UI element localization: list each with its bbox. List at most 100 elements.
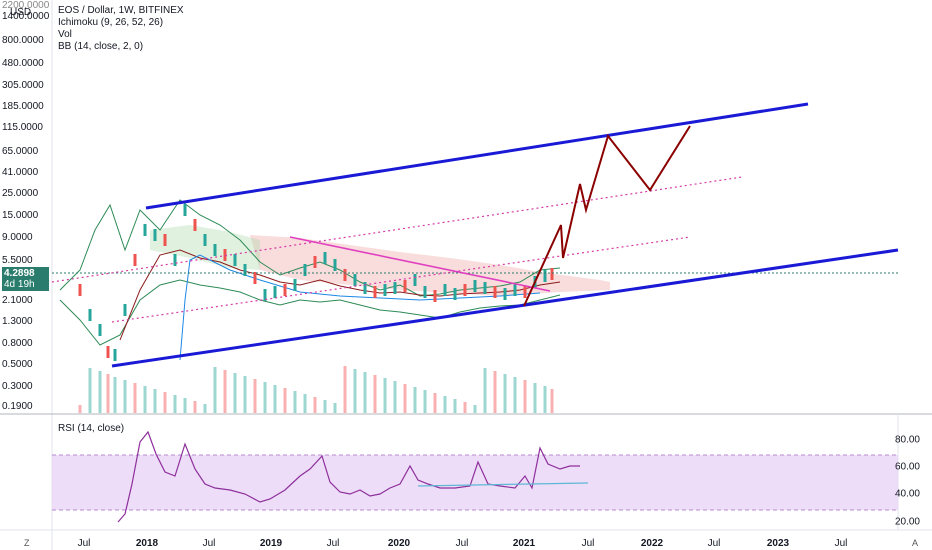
volume-bar: [463, 402, 467, 413]
ichimoku-baseline: [119, 249, 561, 341]
channel-upper-line[interactable]: [145, 102, 809, 210]
candle: [283, 284, 287, 296]
candle: [106, 346, 110, 358]
volume-bar: [88, 368, 92, 413]
price-axis-label: 0.1900: [2, 401, 33, 412]
time-axis-label: 2019: [259, 538, 283, 549]
candle: [273, 286, 277, 298]
time-axis-label: Jul: [455, 538, 469, 549]
price-axis-top-fragment: 2200.0000: [2, 0, 50, 11]
candle: [323, 252, 327, 264]
price-axis-label: 0.3000: [2, 381, 33, 392]
indicator-volume[interactable]: Vol: [58, 29, 72, 40]
bollinger-lower: [59, 279, 561, 346]
auto-scale-button[interactable]: A: [912, 538, 919, 548]
candle: [243, 264, 247, 276]
price-axis-label: 0.8000: [2, 338, 33, 349]
candle: [483, 282, 487, 294]
time-axis-label: 2021: [512, 538, 536, 549]
volume-bar: [203, 404, 207, 413]
time-axis-label: Jul: [707, 538, 721, 549]
price-axis-label: 1400.0000: [2, 11, 50, 22]
price-axis-label: 1.3000: [2, 316, 33, 327]
volume-bar: [313, 397, 317, 413]
volume-bar: [123, 380, 127, 413]
volume-bar: [343, 366, 347, 413]
volume-bar: [233, 373, 237, 413]
rsi-line: [117, 430, 580, 523]
channel-mid-line-lower[interactable]: [111, 236, 691, 323]
candle: [293, 279, 297, 291]
time-axis-label: 2022: [640, 538, 664, 549]
price-axis-label: 41.0000: [2, 167, 39, 178]
candle: [88, 309, 92, 321]
volume-bar: [513, 377, 517, 413]
price-axis-label: 480.0000: [2, 58, 44, 69]
volume-bar: [353, 369, 357, 413]
candle: [523, 286, 527, 298]
time-axis-label: 2023: [766, 538, 790, 549]
volume-bar: [283, 388, 287, 413]
candle: [233, 254, 237, 266]
current-price-value: 4.2898: [4, 268, 35, 279]
candle: [453, 288, 457, 300]
channel-mid-line-upper[interactable]: [51, 176, 743, 283]
volume-bar: [113, 377, 117, 413]
volume-bar: [363, 372, 367, 413]
candle: [123, 304, 127, 316]
price-axis-label: 15.0000: [2, 210, 39, 221]
candle: [133, 254, 137, 266]
rsi-pane[interactable]: [0, 414, 932, 530]
rsi-title[interactable]: RSI (14, close): [58, 423, 125, 434]
volume-bar: [543, 386, 547, 413]
candle: [153, 229, 157, 241]
bollinger-upper: [59, 199, 561, 297]
rsi-trendline[interactable]: [417, 482, 589, 487]
volume-bar: [423, 390, 427, 413]
zoom-button[interactable]: Z: [24, 538, 30, 548]
volume-bar: [173, 395, 177, 413]
volume-bar: [213, 367, 217, 413]
candle: [493, 286, 497, 298]
volume-bar: [373, 375, 377, 413]
candle: [193, 219, 197, 231]
volume-bar: [106, 374, 110, 413]
volume-bar: [453, 399, 457, 413]
volume-bar: [193, 401, 197, 413]
rsi-axis-label: 80.00: [894, 434, 920, 446]
price-axis-label: 2.1000: [2, 295, 33, 306]
candle: [313, 256, 317, 268]
candle: [373, 286, 377, 298]
volume-bar: [253, 379, 257, 413]
candle: [333, 259, 337, 271]
time-axis-label: Jul: [77, 538, 91, 549]
volume-bar: [183, 398, 187, 413]
time-axis-label: 2018: [135, 538, 159, 549]
candle: [423, 286, 427, 298]
price-axis-label: 0.5000: [2, 359, 33, 370]
volume-bar: [493, 371, 497, 413]
symbol-title[interactable]: EOS / Dollar, 1W, BITFINEX: [58, 5, 184, 16]
candle: [463, 284, 467, 296]
time-axis-label: Jul: [326, 538, 340, 549]
volume-bar: [383, 378, 387, 413]
volume-bar: [483, 368, 487, 413]
projection-path[interactable]: [523, 125, 691, 307]
rsi-axis-label: 60.00: [894, 461, 920, 473]
volume-bar: [133, 383, 137, 413]
time-axis-label: Jul: [834, 538, 848, 549]
candle: [433, 290, 437, 302]
channel-lower-line[interactable]: [111, 248, 899, 368]
volume-bar: [403, 384, 407, 413]
volume-bar: [223, 370, 227, 413]
candle: [253, 272, 257, 284]
candle: [163, 234, 167, 246]
volume-bar: [163, 392, 167, 413]
indicator-ichimoku[interactable]: Ichimoku (9, 26, 52, 26): [58, 17, 164, 28]
indicator-bollinger[interactable]: BB (14, close, 2, 0): [58, 41, 144, 52]
descending-trendline[interactable]: [289, 236, 551, 292]
candle: [113, 349, 117, 361]
volume-bar: [413, 387, 417, 413]
current-price-badge: 4.2898 4d 19h: [2, 267, 49, 291]
volume-bar: [243, 376, 247, 413]
